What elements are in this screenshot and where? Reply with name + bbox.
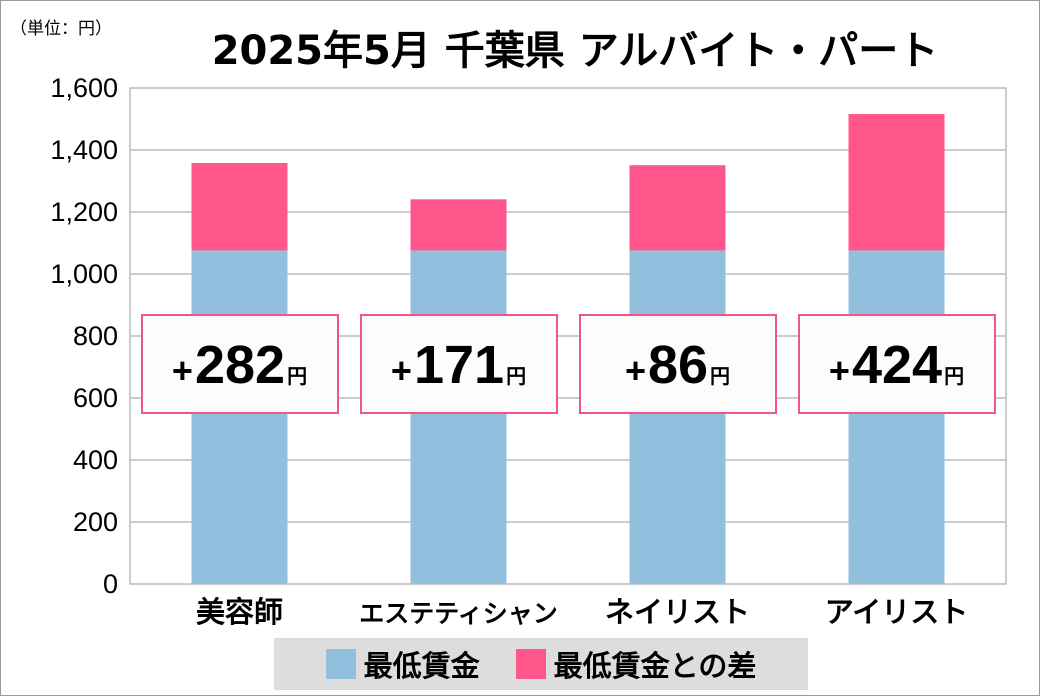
- y-tick-label: 1,200: [50, 197, 118, 227]
- legend-swatch: [515, 649, 546, 679]
- callout-value: 86: [647, 335, 709, 395]
- bar-difference: [629, 165, 726, 251]
- bar-min-wage: [629, 250, 726, 584]
- x-category-label: ネイリスト: [605, 595, 750, 629]
- callout-unit: 円: [287, 366, 308, 388]
- y-tick-label: 1,400: [50, 135, 118, 165]
- callout-sign: +: [171, 350, 193, 391]
- bar-min-wage: [410, 250, 507, 584]
- difference-callout: +86 円: [578, 314, 777, 414]
- y-tick-label: 1,600: [50, 73, 118, 103]
- difference-callout: +171 円: [359, 314, 558, 414]
- unit-label: （単位：円）: [10, 19, 112, 39]
- legend-item-difference: 最低賃金との差: [515, 643, 757, 685]
- y-tick-label: 1,000: [50, 259, 118, 289]
- callout-sign: +: [390, 350, 412, 391]
- callout-sign: +: [828, 350, 850, 391]
- callout-value: 424: [851, 335, 943, 395]
- callout-value: 282: [194, 335, 286, 395]
- y-tick-label: 800: [73, 321, 118, 351]
- chart-title: 2025年5月 千葉県 アルバイト・パート: [211, 28, 939, 74]
- legend: 最低賃金 最低賃金との差: [274, 638, 808, 690]
- y-tick-label: 400: [73, 445, 118, 475]
- bar-min-wage: [191, 250, 288, 584]
- y-tick-label: 600: [73, 383, 118, 413]
- legend-label: 最低賃金: [363, 649, 480, 683]
- y-tick-label: 200: [73, 507, 118, 537]
- bar-difference: [410, 199, 507, 251]
- x-category-label: 美容師: [196, 595, 283, 629]
- legend-swatch: [325, 649, 356, 679]
- bar-difference: [191, 163, 288, 251]
- bar-difference: [848, 114, 945, 251]
- x-category-label: アイリスト: [825, 595, 969, 629]
- bar-min-wage: [848, 250, 945, 584]
- difference-callout: +282 円: [140, 314, 339, 414]
- legend-item-min-wage: 最低賃金: [325, 643, 480, 685]
- callout-sign: +: [624, 350, 646, 391]
- difference-callout: +424 円: [797, 314, 996, 414]
- y-tick-label: 0: [103, 569, 118, 599]
- callout-unit: 円: [710, 366, 731, 388]
- legend-label: 最低賃金との差: [553, 649, 757, 683]
- callout-unit: 円: [944, 366, 965, 388]
- callout-unit: 円: [506, 366, 527, 388]
- callout-value: 171: [413, 335, 505, 395]
- x-category-label: エステティシャン: [359, 599, 558, 628]
